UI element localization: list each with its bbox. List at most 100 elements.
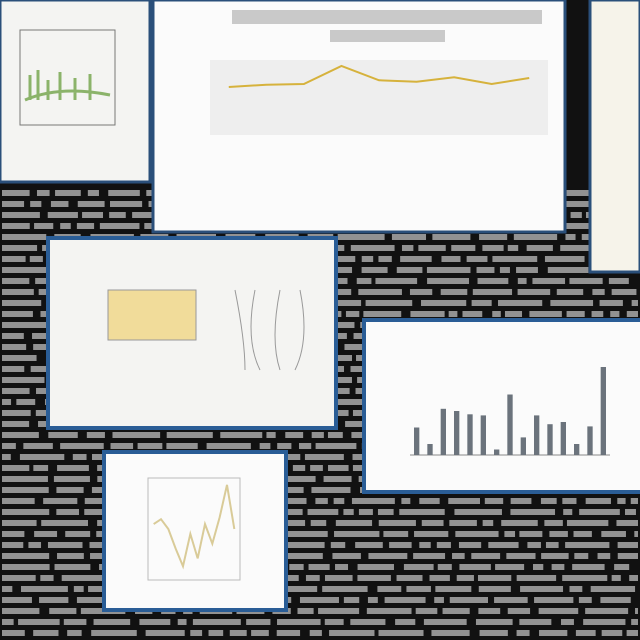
bar — [600, 367, 606, 455]
text-scribble — [108, 190, 140, 196]
text-scribble — [282, 531, 328, 537]
text-scribble — [426, 267, 471, 273]
text-scribble — [544, 520, 563, 526]
text-scribble — [292, 465, 306, 471]
bar — [507, 394, 513, 455]
bar — [534, 415, 540, 455]
text-scribble — [76, 223, 95, 229]
text-scribble — [112, 432, 161, 438]
text-scribble — [400, 256, 432, 262]
text-scribble — [566, 190, 593, 196]
text-scribble — [507, 608, 531, 614]
text-scribble — [540, 498, 557, 504]
text-scribble — [20, 586, 68, 592]
bar — [574, 444, 580, 455]
text-scribble — [435, 586, 472, 592]
text-scribble — [2, 256, 26, 262]
text-scribble — [442, 608, 470, 614]
text-scribble — [544, 256, 585, 262]
text-scribble — [466, 256, 488, 262]
text-scribble — [99, 223, 140, 229]
text-scribble — [513, 234, 558, 240]
text-scribble — [343, 509, 354, 515]
text-scribble — [403, 564, 434, 570]
text-scribble — [350, 245, 395, 251]
text-scribble — [277, 619, 321, 625]
text-scribble — [2, 333, 24, 339]
text-scribble — [499, 267, 510, 273]
text-scribble — [437, 564, 452, 570]
text-scribble — [2, 234, 47, 240]
text-scribble — [322, 586, 368, 592]
text-scribble — [55, 190, 81, 196]
text-scribble — [361, 256, 374, 262]
text-scribble — [308, 564, 330, 570]
data-line — [228, 64, 530, 88]
text-scribble — [34, 531, 58, 537]
text-scribble — [578, 597, 592, 603]
title-smudge — [330, 30, 445, 42]
text-scribble — [206, 443, 251, 449]
text-scribble — [311, 487, 351, 493]
text-scribble — [299, 597, 339, 603]
text-scribble — [401, 245, 414, 251]
text-scribble — [41, 520, 89, 526]
text-scribble — [2, 300, 42, 306]
text-scribble — [2, 498, 35, 504]
text-scribble — [358, 289, 402, 295]
text-scribble — [61, 575, 104, 581]
panel — [102, 450, 288, 612]
text-scribble — [177, 619, 187, 625]
text-scribble — [330, 542, 346, 548]
text-scribble — [406, 586, 431, 592]
text-scribble — [449, 597, 488, 603]
text-scribble — [110, 443, 134, 449]
text-scribble — [375, 278, 418, 284]
text-scribble — [2, 553, 50, 559]
text-scribble — [2, 443, 16, 449]
text-scribble — [30, 201, 42, 207]
text-scribble — [479, 234, 508, 240]
text-scribble — [2, 344, 27, 350]
bar — [480, 415, 486, 455]
text-scribble — [352, 454, 366, 460]
text-scribble — [409, 289, 433, 295]
text-scribble — [18, 619, 60, 625]
text-scribble — [484, 498, 504, 504]
text-scribble — [545, 542, 559, 548]
text-scribble — [2, 410, 31, 416]
text-scribble — [34, 223, 54, 229]
text-scribble — [73, 586, 84, 592]
text-scribble — [611, 289, 637, 295]
text-scribble — [626, 311, 638, 317]
text-scribble — [366, 608, 412, 614]
text-scribble — [132, 212, 168, 218]
text-scribble — [591, 311, 604, 317]
text-scribble — [356, 278, 372, 284]
text-scribble — [310, 465, 323, 471]
text-scribble — [361, 267, 388, 273]
text-scribble — [110, 201, 143, 207]
text-scribble — [2, 454, 11, 460]
text-scribble — [337, 388, 350, 394]
text-scribble — [277, 487, 304, 493]
text-scribble — [2, 245, 38, 251]
text-scribble — [471, 300, 492, 306]
text-scribble — [539, 630, 568, 636]
text-scribble — [2, 223, 30, 229]
text-scribble — [208, 630, 224, 636]
text-scribble — [451, 245, 476, 251]
text-scribble — [324, 619, 344, 625]
text-scribble — [77, 201, 105, 207]
text-scribble — [384, 597, 426, 603]
text-scribble — [631, 619, 638, 625]
text-scribble — [335, 520, 373, 526]
text-scribble — [56, 509, 80, 515]
text-scribble — [2, 509, 50, 515]
text-scribble — [391, 234, 427, 240]
bar — [427, 444, 433, 455]
text-scribble — [560, 619, 574, 625]
text-scribble — [532, 278, 566, 284]
text-scribble — [2, 520, 37, 526]
text-scribble — [534, 597, 574, 603]
